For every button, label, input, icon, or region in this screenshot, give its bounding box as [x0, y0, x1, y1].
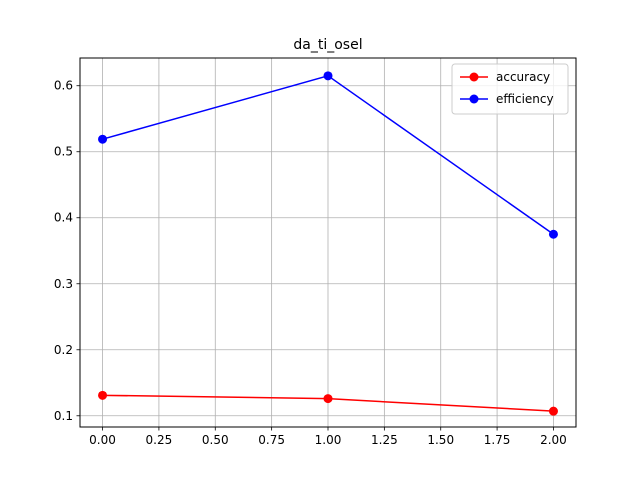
data-point: [548, 229, 558, 239]
data-point: [98, 134, 108, 144]
legend: accuracy efficiency: [451, 63, 569, 115]
data-point: [548, 406, 558, 416]
legend-label: accuracy: [496, 70, 550, 84]
chart-title: da_ti_osel: [293, 37, 362, 53]
x-tick-label: 0.25: [146, 433, 173, 447]
legend-item-efficiency: efficiency: [460, 92, 554, 106]
y-tick-label: 0.2: [54, 343, 73, 357]
x-axis: 0.00 0.25 0.50 0.75 1.00 1.25 1.50 1.75 2.00: [89, 427, 567, 447]
x-tick-label: 0.00: [89, 433, 116, 447]
x-tick-label: 1.00: [315, 433, 342, 447]
y-tick-label: 0.5: [54, 145, 73, 159]
series-accuracy: [98, 390, 558, 416]
series-efficiency: [98, 71, 558, 239]
x-tick-label: 1.25: [371, 433, 398, 447]
data-point: [98, 390, 108, 400]
data-point: [323, 71, 333, 81]
x-tick-label: 1.75: [484, 433, 511, 447]
y-tick-label: 0.6: [54, 79, 73, 93]
legend-item-accuracy: accuracy: [460, 70, 550, 84]
y-tick-label: 0.4: [54, 211, 73, 225]
x-tick-label: 1.50: [427, 433, 454, 447]
y-tick-label: 0.3: [54, 277, 73, 291]
grid: [80, 58, 576, 427]
x-tick-label: 0.75: [258, 433, 285, 447]
x-tick-label: 0.50: [202, 433, 229, 447]
series-layer: [98, 71, 558, 416]
y-axis: 0.1 0.2 0.3 0.4 0.5 0.6: [54, 79, 80, 423]
data-point: [323, 394, 333, 404]
legend-marker: [469, 94, 479, 104]
legend-label: efficiency: [496, 92, 554, 106]
x-tick-label: 2.00: [540, 433, 567, 447]
y-tick-label: 0.1: [54, 409, 73, 423]
legend-marker: [469, 72, 479, 82]
